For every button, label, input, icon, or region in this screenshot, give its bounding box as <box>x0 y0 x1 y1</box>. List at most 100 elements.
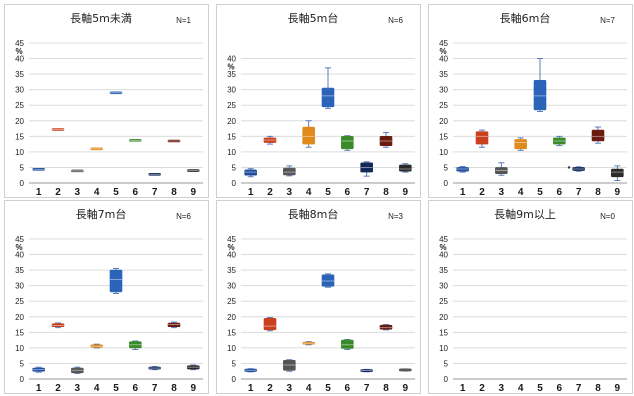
chart-title: 長軸5m未満 <box>70 11 132 25</box>
y-axis-unit-label: % <box>15 47 22 56</box>
box-9 <box>399 164 412 172</box>
x-tick-label: 8 <box>383 383 389 394</box>
x-tick-label: 1 <box>36 383 42 394</box>
y-tick-label: 0 <box>20 179 25 188</box>
y-tick-label: 0 <box>20 375 25 384</box>
sample-size-label: N=0 <box>600 212 615 221</box>
y-tick-label: 25 <box>439 297 448 306</box>
x-tick-label: 2 <box>267 383 273 394</box>
chart-panel: 長軸7m台 N=6 0 5 10 15 20 25 30 35 40 45% 1 2 3 4 5 6 7 8 9 <box>4 200 209 394</box>
y-tick-label: 15 <box>227 132 236 141</box>
x-tick-label: 4 <box>306 383 312 394</box>
y-tick-label: 35 <box>227 266 236 275</box>
x-tick-label: 2 <box>55 187 61 198</box>
y-tick-label: 5 <box>232 163 237 172</box>
x-tick-label: 1 <box>248 383 254 394</box>
y-tick-label: 25 <box>227 297 236 306</box>
y-axis-unit-label: % <box>439 47 446 56</box>
y-tick-label: 15 <box>15 132 24 141</box>
x-tick-label: 5 <box>325 383 331 394</box>
y-tick-label: 0 <box>232 375 237 384</box>
x-tick-label: 3 <box>499 383 505 394</box>
x-tick-label: 7 <box>152 187 158 198</box>
y-tick-label: 30 <box>227 282 236 291</box>
y-tick-label: 25 <box>15 297 24 306</box>
box-5 <box>109 269 123 293</box>
y-tick-label: 35 <box>227 70 236 79</box>
y-tick-label: 0 <box>444 375 449 384</box>
chart-panel: 長軸8m台 N=3 0 5 10 15 20 25 30 35 40 45% 1 2 3 4 5 6 7 8 9 <box>216 200 421 394</box>
x-tick-label: 1 <box>460 383 466 394</box>
chart-title: 長軸7m台 <box>76 207 127 221</box>
box-9 <box>611 168 624 178</box>
outlier-point <box>567 166 571 169</box>
chart-svg: 長軸5m台 N=6 0 5 10 15 20 25 30 35 40% 1 2 3 4 5 6 7 8 9 <box>227 11 415 198</box>
x-tick-label: 5 <box>325 187 331 198</box>
x-tick-label: 8 <box>595 383 601 394</box>
y-tick-label: 40 <box>15 251 24 260</box>
y-tick-label: 15 <box>227 328 236 337</box>
x-tick-label: 1 <box>460 187 466 198</box>
box-6 <box>341 136 354 150</box>
box-5 <box>321 274 335 287</box>
y-tick-label: 25 <box>227 101 236 110</box>
y-tick-label: 20 <box>439 117 448 126</box>
x-tick-label: 5 <box>537 383 543 394</box>
x-tick-label: 3 <box>75 187 81 198</box>
y-tick-label: 40 <box>227 251 236 260</box>
x-tick-label: 9 <box>191 383 197 394</box>
y-axis-unit-label: % <box>439 243 446 252</box>
chart-title: 長軸6m台 <box>500 11 551 25</box>
x-tick-label: 4 <box>306 187 312 198</box>
box-6 <box>341 339 354 349</box>
x-tick-label: 2 <box>479 383 485 394</box>
y-tick-label: 35 <box>15 266 24 275</box>
chart-title: 長軸5m台 <box>288 11 339 25</box>
x-tick-label: 8 <box>383 187 389 198</box>
chart-panel: 長軸9m以上 N=0 0 5 10 15 20 25 30 35 40 45% 1 2 3 4 5 6 7 8 9 <box>428 200 633 394</box>
sample-size-label: N=6 <box>176 212 191 221</box>
y-tick-label: 10 <box>439 148 448 157</box>
x-tick-label: 7 <box>576 383 582 394</box>
x-tick-label: 6 <box>133 187 139 198</box>
y-tick-label: 20 <box>227 117 236 126</box>
box-4 <box>302 126 315 145</box>
x-tick-label: 1 <box>36 187 42 198</box>
y-tick-label: 20 <box>439 313 448 322</box>
x-tick-label: 6 <box>345 187 351 198</box>
x-tick-label: 1 <box>248 187 254 198</box>
y-tick-label: 15 <box>439 328 448 337</box>
x-tick-label: 8 <box>171 383 177 394</box>
sample-size-label: N=7 <box>600 16 615 25</box>
x-tick-label: 5 <box>537 187 543 198</box>
y-tick-label: 15 <box>15 328 24 337</box>
y-axis-unit-label: % <box>227 243 234 252</box>
y-tick-label: 5 <box>20 163 25 172</box>
x-tick-label: 9 <box>615 187 621 198</box>
x-tick-label: 3 <box>287 187 293 198</box>
box-5 <box>533 80 547 111</box>
y-tick-label: 5 <box>20 359 25 368</box>
x-tick-label: 4 <box>518 383 524 394</box>
y-tick-label: 0 <box>232 179 237 188</box>
x-tick-label: 8 <box>171 187 177 198</box>
y-tick-label: 5 <box>232 359 237 368</box>
x-tick-label: 6 <box>345 383 351 394</box>
box-5 <box>321 87 335 108</box>
x-tick-label: 9 <box>191 187 197 198</box>
chart-title: 長軸8m台 <box>288 207 339 221</box>
y-tick-label: 25 <box>439 101 448 110</box>
y-tick-label: 45 <box>15 39 24 48</box>
y-tick-label: 20 <box>227 313 236 322</box>
x-tick-label: 9 <box>403 383 409 394</box>
x-tick-label: 7 <box>364 187 370 198</box>
chart-panel: 長軸6m台 N=7 0 5 10 15 20 25 30 35 40 45% 1 2 3 4 5 6 7 8 9 <box>428 4 633 198</box>
y-tick-label: 35 <box>439 266 448 275</box>
y-tick-label: 15 <box>439 132 448 141</box>
y-tick-label: 30 <box>15 282 24 291</box>
y-tick-label: 20 <box>15 117 24 126</box>
y-tick-label: 30 <box>227 86 236 95</box>
